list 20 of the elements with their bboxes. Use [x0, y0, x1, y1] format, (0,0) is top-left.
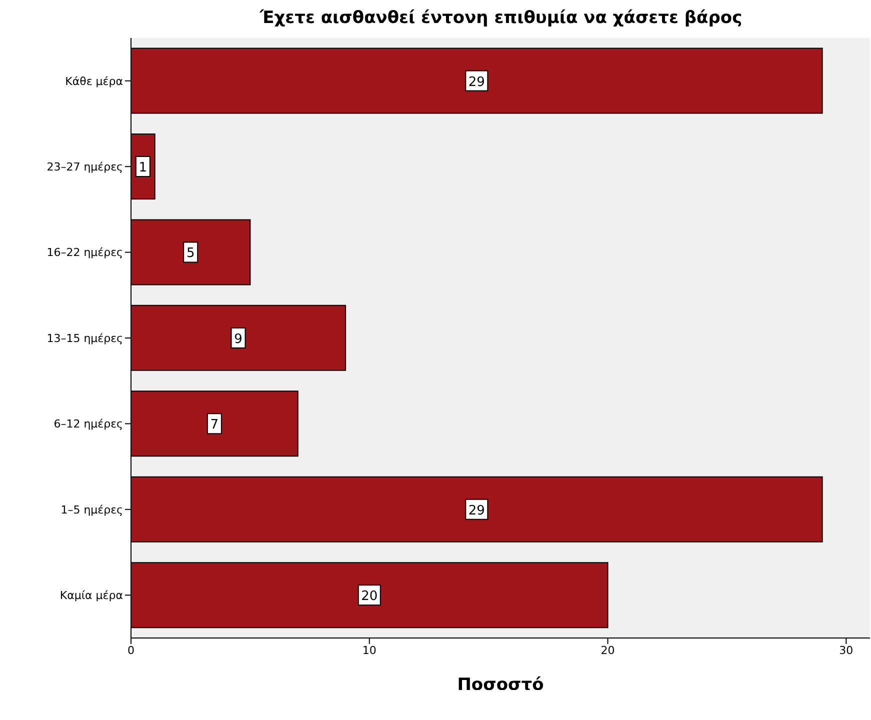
- y-tick-label: 13–15 ημέρες: [46, 332, 123, 345]
- data-label: 9: [234, 332, 242, 347]
- x-axis-title: Ποσοστό: [457, 675, 544, 695]
- chart-title: Έχετε αισθανθεί έντονη επιθυμία να χάσετε βάρος: [258, 8, 744, 28]
- x-tick-label: 30: [839, 644, 854, 657]
- data-label: 29: [468, 503, 485, 518]
- x-tick-label: 10: [362, 644, 376, 657]
- x-tick-label: 20: [600, 644, 615, 657]
- y-tick-label: Κάθε μέρα: [65, 74, 123, 88]
- data-label: 5: [186, 246, 195, 262]
- data-label: 1: [138, 160, 148, 176]
- data-label: 7: [210, 418, 219, 433]
- y-tick-label: 6–12 ημέρες: [54, 418, 123, 431]
- y-tick-label: 16–22 ημέρες: [46, 246, 123, 260]
- data-label: 29: [468, 74, 485, 90]
- y-tick-label: Καμία μέρα: [60, 589, 123, 602]
- data-label: 20: [361, 589, 378, 604]
- y-tick-label: 23–27 ημέρες: [46, 160, 123, 174]
- y-tick-label: 1–5 ημέρες: [60, 503, 123, 516]
- x-tick-label: 0: [128, 644, 134, 657]
